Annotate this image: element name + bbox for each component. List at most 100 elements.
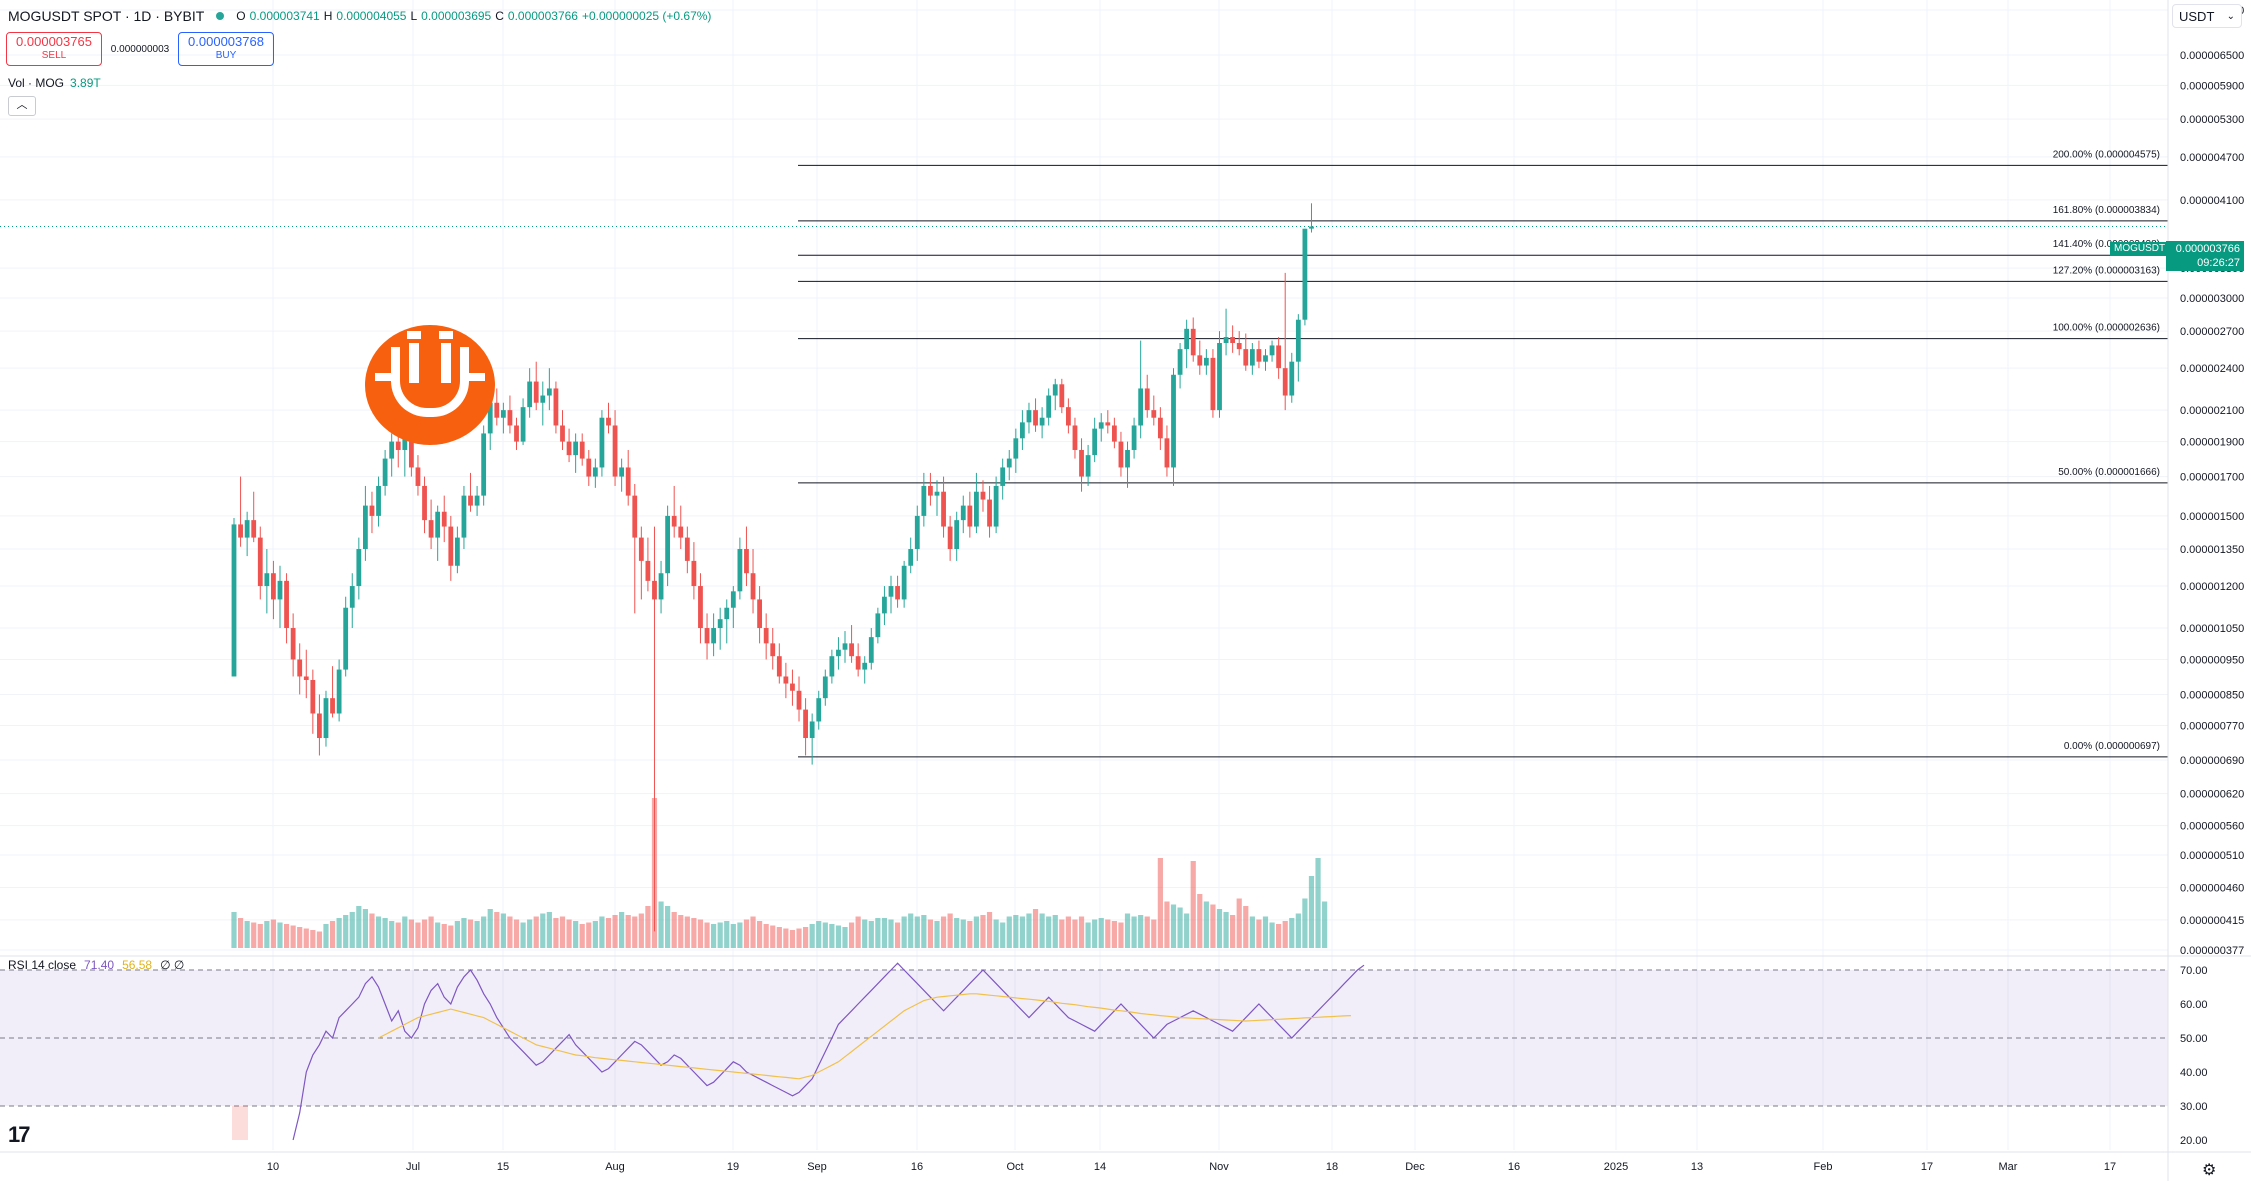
volume-bar bbox=[980, 915, 986, 948]
candle-body bbox=[1065, 407, 1071, 426]
candle-body bbox=[717, 619, 723, 629]
candle-body bbox=[448, 526, 454, 566]
volume-bar bbox=[500, 913, 506, 948]
candle-body bbox=[317, 713, 322, 739]
candle-body bbox=[540, 395, 546, 403]
volume-bar bbox=[1105, 919, 1111, 948]
volume-bar bbox=[369, 913, 375, 948]
candle-body bbox=[1243, 349, 1249, 366]
candle-body bbox=[809, 721, 815, 739]
buy-button[interactable]: 0.000003768 BUY bbox=[178, 32, 274, 66]
volume-bar bbox=[1315, 858, 1321, 948]
candle-body bbox=[914, 515, 920, 550]
candle-body bbox=[744, 549, 749, 574]
time-axis-label: Mar bbox=[1999, 1161, 2018, 1173]
tradingview-logo-icon[interactable]: 17 bbox=[8, 1122, 31, 1147]
buy-label: BUY bbox=[215, 50, 237, 61]
sell-button[interactable]: 0.000003765 SELL bbox=[6, 32, 102, 66]
candle-body bbox=[1249, 349, 1255, 366]
volume-bar bbox=[855, 916, 861, 948]
price-axis-label: 0.000002700 bbox=[2180, 326, 2244, 338]
candle-body bbox=[895, 586, 900, 600]
rsi-axis-label: 50.00 bbox=[2180, 1033, 2208, 1045]
rsi-axis-label: 30.00 bbox=[2180, 1101, 2208, 1113]
candle-body bbox=[494, 402, 500, 418]
price-axis-label: 0.000000690 bbox=[2180, 755, 2244, 767]
volume-bar bbox=[645, 906, 651, 948]
candle-body bbox=[1309, 226, 1314, 229]
candle-body bbox=[1039, 417, 1045, 426]
gear-icon[interactable]: ⚙ bbox=[2202, 1162, 2217, 1179]
candle-body bbox=[1217, 343, 1222, 411]
candle-body bbox=[1269, 345, 1275, 356]
volume-bar bbox=[428, 916, 434, 948]
candle-body bbox=[376, 485, 381, 516]
volume-bar bbox=[711, 924, 717, 948]
time-axis-label: 18 bbox=[1326, 1161, 1338, 1173]
price-axis-label: 0.000000510 bbox=[2180, 850, 2244, 862]
symbol-legend: MOGUSDT SPOT · 1D · BYBIT O 0.000003741 H… bbox=[8, 8, 711, 24]
volume-bar bbox=[1170, 904, 1177, 948]
candle-body bbox=[822, 676, 828, 699]
candle-body bbox=[612, 425, 618, 477]
volume-bar bbox=[625, 915, 631, 948]
candle-body bbox=[1111, 425, 1117, 442]
candle-body bbox=[638, 537, 644, 561]
candle-body bbox=[1105, 422, 1111, 426]
volume-bar bbox=[244, 921, 250, 948]
volume-bar bbox=[1184, 913, 1190, 948]
price-axis-label: 0.000002100 bbox=[2180, 405, 2244, 417]
volume-bar bbox=[921, 915, 927, 948]
sell-price: 0.000003765 bbox=[16, 34, 92, 49]
candle-body bbox=[363, 505, 368, 550]
rsi-legend[interactable]: RSI 14 close 71.40 56.58 ∅ ∅ bbox=[8, 958, 184, 972]
candle-body bbox=[1098, 422, 1104, 429]
chevron-up-icon[interactable]: ︿ bbox=[8, 96, 36, 116]
candle-body bbox=[790, 683, 795, 691]
volume-bar bbox=[467, 919, 474, 948]
volume-bar bbox=[868, 921, 874, 948]
candle-body bbox=[323, 698, 329, 739]
volume-legend[interactable]: Vol · MOG 3.89T bbox=[8, 76, 101, 90]
volume-bar bbox=[927, 919, 934, 948]
volume-bar bbox=[619, 912, 625, 948]
volume-bar bbox=[461, 918, 467, 948]
candle-body bbox=[579, 441, 585, 459]
time-axis-label: Dec bbox=[1405, 1161, 1425, 1173]
volume-bar bbox=[1289, 918, 1295, 948]
volume-bar bbox=[1006, 916, 1012, 948]
volume-bar bbox=[888, 919, 894, 948]
volume-bar bbox=[566, 919, 572, 948]
volume-bar bbox=[697, 919, 704, 948]
volume-bar bbox=[297, 927, 303, 948]
fib-level-label: 100.00% (0.000002636) bbox=[2053, 323, 2160, 334]
candle-body bbox=[842, 643, 848, 650]
symbol-title[interactable]: MOGUSDT SPOT · 1D · BYBIT bbox=[8, 8, 205, 24]
volume-bar bbox=[1065, 916, 1071, 948]
volume-bar bbox=[881, 918, 888, 948]
candle-body bbox=[770, 643, 776, 657]
volume-bar bbox=[527, 919, 533, 948]
market-status-dot bbox=[216, 12, 225, 20]
candle-body bbox=[586, 458, 592, 477]
volume-bar bbox=[1295, 913, 1301, 948]
volume-legend-value: 3.89T bbox=[70, 76, 101, 90]
volume-bar bbox=[1118, 922, 1124, 948]
candle-body bbox=[553, 388, 559, 426]
candle-body bbox=[310, 679, 316, 714]
volume-bar bbox=[691, 918, 697, 948]
ohlc-high-label: H bbox=[323, 9, 333, 23]
candle-body bbox=[408, 433, 414, 468]
currency-select[interactable]: USDT ⌄ bbox=[2172, 4, 2242, 28]
time-axis-label: 17 bbox=[1921, 1161, 1933, 1173]
volume-bar bbox=[303, 928, 309, 948]
candle-body bbox=[1033, 410, 1038, 426]
candle-body bbox=[684, 537, 690, 561]
volume-bar bbox=[757, 921, 763, 948]
price-axis-label: 0.000001500 bbox=[2180, 511, 2244, 523]
volume-bar bbox=[251, 922, 257, 948]
price-axis-label: 0.000004100 bbox=[2180, 195, 2244, 207]
volume-bar bbox=[474, 921, 480, 948]
candle-body bbox=[1184, 328, 1190, 350]
